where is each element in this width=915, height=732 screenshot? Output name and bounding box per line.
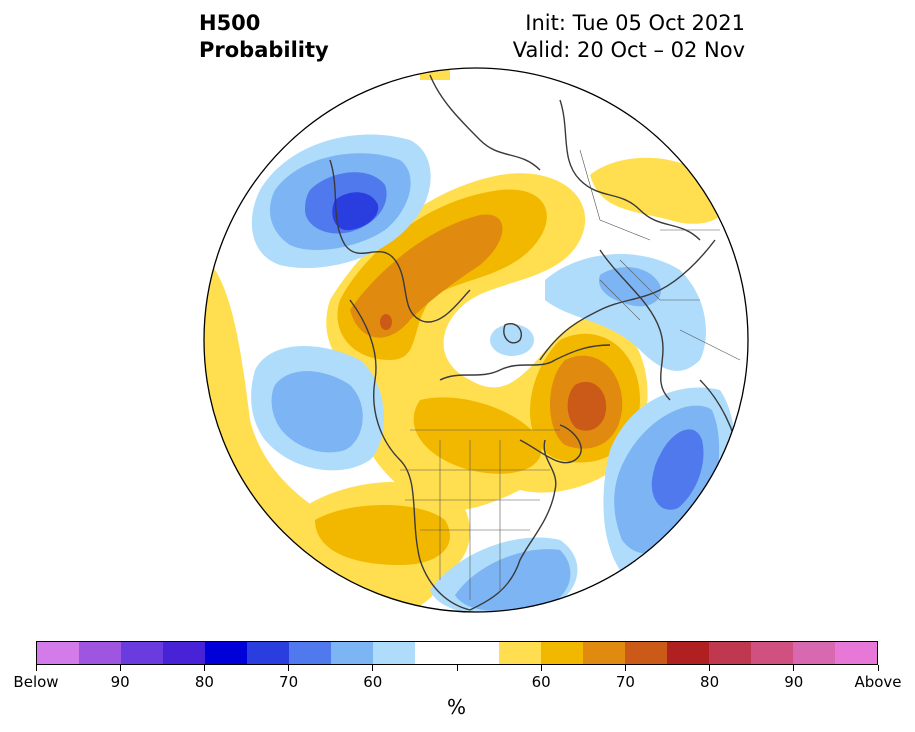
above-stronger-arctic: [380, 314, 392, 330]
colorbar-tick: [35, 665, 37, 671]
colorbar-swatch: [793, 642, 835, 664]
colorbar-swatch: [583, 642, 625, 664]
colorbar-tick: [540, 665, 542, 671]
above-stronger-atlantic: [567, 381, 607, 431]
forecast-dates: Init: Tue 05 Oct 2021 Valid: 20 Oct – 02…: [513, 10, 745, 64]
colorbar-swatch: [541, 642, 583, 664]
colorbar-tick: [288, 665, 290, 671]
colorbar-swatch: [247, 642, 289, 664]
colorbar-tick-label: 90: [110, 673, 130, 691]
colorbar-swatch: [751, 642, 793, 664]
colorbar-swatch: [667, 642, 709, 664]
colorbar-swatch: [457, 642, 499, 664]
below-mid-pacific: [271, 371, 363, 453]
below-light-scandinavia: [545, 253, 706, 371]
colorbar-swatch: [79, 642, 121, 664]
colorbar-swatch: [499, 642, 541, 664]
above-mid-canada: [413, 397, 542, 474]
colorbar-tick: [456, 665, 458, 671]
colorbar-tick: [877, 665, 879, 671]
colorbar-tick: [709, 665, 711, 671]
political-borders: [400, 149, 741, 600]
colorbar-swatch: [289, 642, 331, 664]
colorbar-tick-label: 60: [531, 673, 551, 691]
colorbar-swatch: [121, 642, 163, 664]
above-mid-us: [315, 505, 450, 565]
colorbar-tick-label: 60: [363, 673, 383, 691]
colorbar-tick-label: 90: [784, 673, 804, 691]
colorbar-tick-label: 80: [194, 673, 214, 691]
colorbar-tick: [372, 665, 374, 671]
colorbar-tick: [119, 665, 121, 671]
colorbar-swatch: [625, 642, 667, 664]
colorbar-swatch: [415, 642, 457, 664]
above-strong-arctic: [350, 214, 503, 338]
colorbar-tick-label: 70: [279, 673, 299, 691]
colorbar-swatch: [709, 642, 751, 664]
colorbar-swatch: [37, 642, 79, 664]
colorbar-tick-label: 80: [700, 673, 720, 691]
colorbar-tick-label: Above: [854, 673, 902, 691]
colorbar-swatch: [205, 642, 247, 664]
below-strong-atlantic: [651, 429, 704, 510]
valid-period: Valid: 20 Oct – 02 Nov: [512, 38, 745, 62]
colorbar-swatch: [331, 642, 373, 664]
below-mid-us-east: [455, 549, 571, 612]
below-stronger-north: [332, 192, 379, 231]
colorbar-unit: %: [447, 695, 467, 719]
probability-colorbar: [36, 641, 878, 665]
colorbar-tick-label: 70: [615, 673, 635, 691]
below-light-pole: [490, 324, 534, 356]
colorbar-tick: [624, 665, 626, 671]
polar-probability-map: [203, 67, 749, 613]
init-date: Init: Tue 05 Oct 2021: [525, 11, 745, 35]
colorbar-tick-label: Below: [13, 673, 59, 691]
colorbar-tick: [793, 665, 795, 671]
colorbar-swatch: [163, 642, 205, 664]
colorbar-swatch: [373, 642, 415, 664]
title-line-2: Probability: [199, 38, 329, 62]
colorbar-swatch: [835, 642, 877, 664]
map-title: H500 Probability: [199, 10, 329, 64]
colorbar-tick: [203, 665, 205, 671]
title-line-1: H500: [199, 11, 261, 35]
coastlines: [329, 74, 741, 611]
map-boundary: [203, 67, 749, 613]
